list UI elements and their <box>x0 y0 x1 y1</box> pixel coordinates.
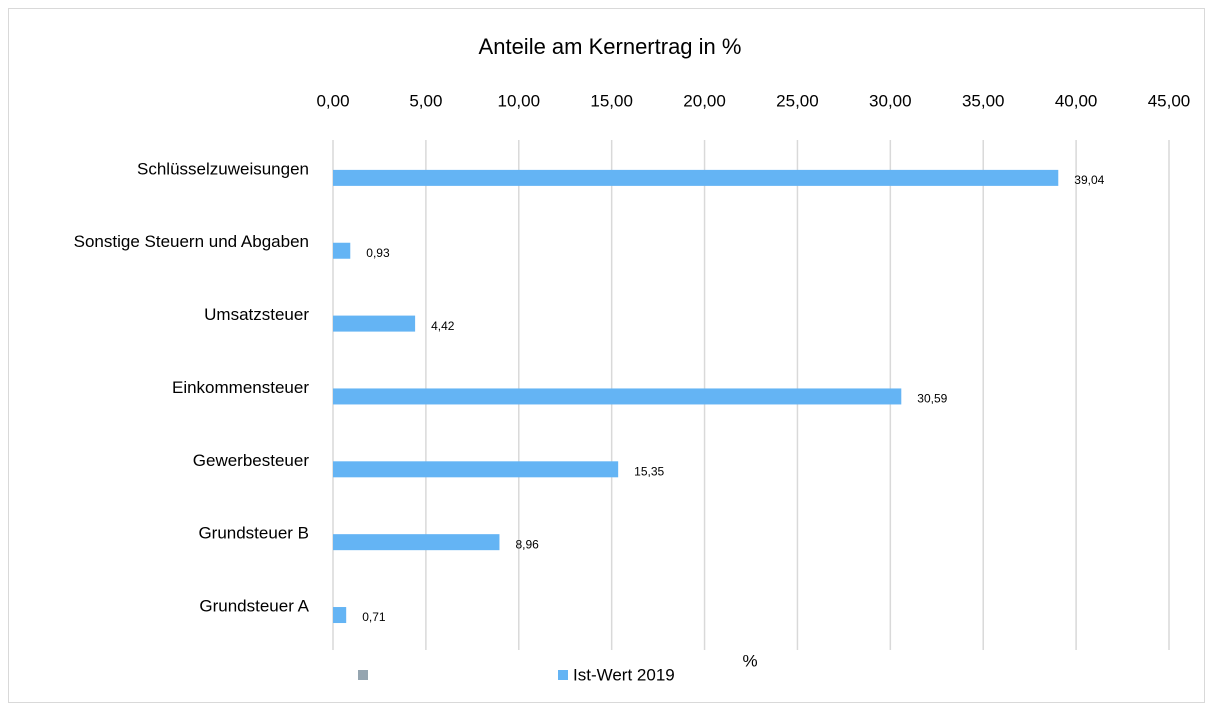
y-tick-label: Schlüsselzuweisungen <box>137 159 309 178</box>
y-tick-label: Grundsteuer A <box>199 597 309 616</box>
bar <box>333 388 902 405</box>
x-tick-label: 0,00 <box>316 91 349 110</box>
bar <box>333 315 416 332</box>
bar <box>333 534 500 551</box>
bar <box>333 169 1059 186</box>
y-tick-label: Gewerbesteuer <box>193 451 310 470</box>
x-tick-label: 25,00 <box>776 91 819 110</box>
y-tick-label: Einkommensteuer <box>172 378 309 397</box>
x-tick-label: 20,00 <box>683 91 726 110</box>
value-label: 8,96 <box>515 537 539 551</box>
y-tick-label: Umsatzsteuer <box>204 305 309 324</box>
chart-frame <box>8 8 1205 703</box>
x-tick-label: 40,00 <box>1055 91 1098 110</box>
x-tick-label: 10,00 <box>498 91 541 110</box>
value-label: 0,71 <box>362 610 386 624</box>
x-tick-label: 30,00 <box>869 91 912 110</box>
y-tick-label: Grundsteuer B <box>198 524 309 543</box>
value-label: 0,93 <box>366 246 390 260</box>
bar <box>333 242 351 259</box>
x-tick-label: 15,00 <box>590 91 633 110</box>
x-tick-label: 35,00 <box>962 91 1005 110</box>
y-tick-label: Sonstige Steuern und Abgaben <box>74 232 309 251</box>
legend-swatch <box>558 670 568 680</box>
value-label: 4,42 <box>431 319 455 333</box>
chart-title: Anteile am Kernertrag in % <box>479 34 742 59</box>
x-tick-label: 45,00 <box>1148 91 1191 110</box>
x-tick-label: 5,00 <box>409 91 442 110</box>
value-label: 30,59 <box>917 392 947 406</box>
legend-label: Ist-Wert 2019 <box>573 665 675 684</box>
x-axis-label: % <box>742 651 757 670</box>
bar <box>333 461 619 478</box>
value-label: 39,04 <box>1074 173 1104 187</box>
value-label: 15,35 <box>634 464 664 478</box>
bar <box>333 607 347 624</box>
legend-swatch <box>358 670 368 680</box>
